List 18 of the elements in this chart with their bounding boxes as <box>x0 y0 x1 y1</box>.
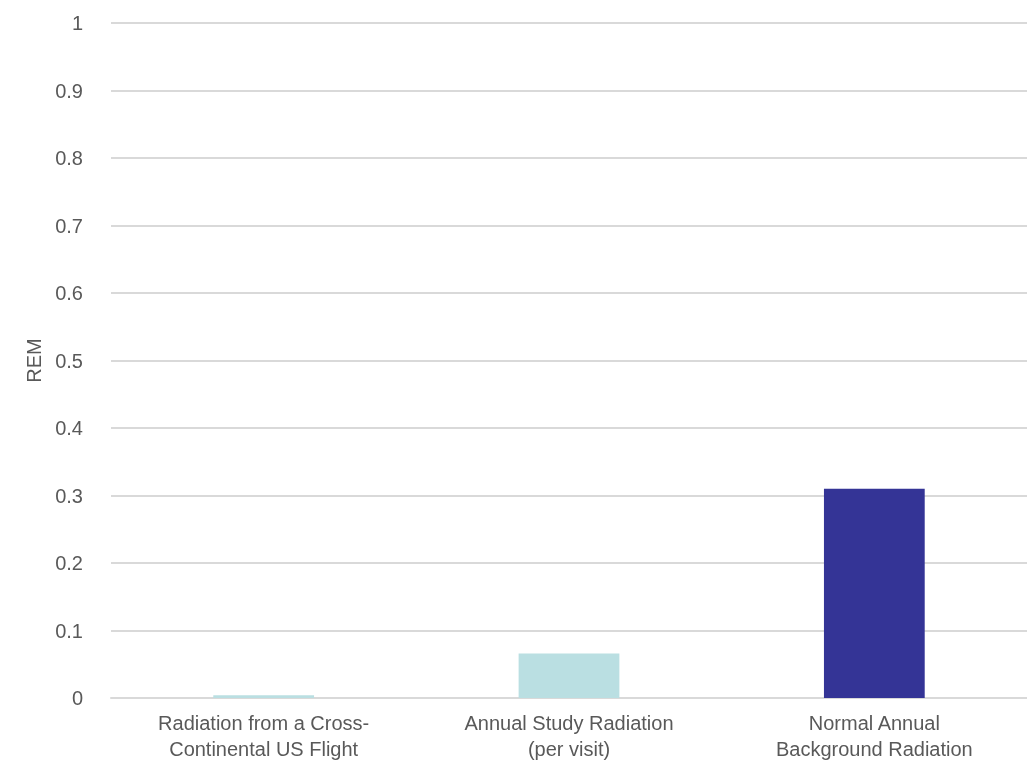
y-tick-label: 0.7 <box>55 214 83 237</box>
y-tick-label: 0.4 <box>55 417 83 439</box>
y-tick-label: 0.3 <box>55 484 83 507</box>
x-tick-label: Annual Study Radiation (per visit) <box>464 712 674 760</box>
bar <box>518 653 620 698</box>
y-tick-label: 0.1 <box>55 619 83 642</box>
y-tick-label: 0.6 <box>55 282 83 304</box>
x-tick-label: Normal Annual Background Radiation <box>775 712 973 760</box>
y-tick-label: 0.9 <box>55 79 83 102</box>
y-axis-title: REM <box>23 338 46 383</box>
y-tick-label: 0 <box>71 687 83 709</box>
bar <box>823 488 925 698</box>
y-tick-label: 0.2 <box>55 552 83 574</box>
y-tick-label: 0.5 <box>55 349 83 372</box>
y-tick-label: 0.8 <box>55 147 83 169</box>
x-tick-label: Radiation from a Cross- Continental US Flight <box>158 712 370 760</box>
y-tick-label: 1 <box>71 12 83 34</box>
bar <box>213 695 315 698</box>
